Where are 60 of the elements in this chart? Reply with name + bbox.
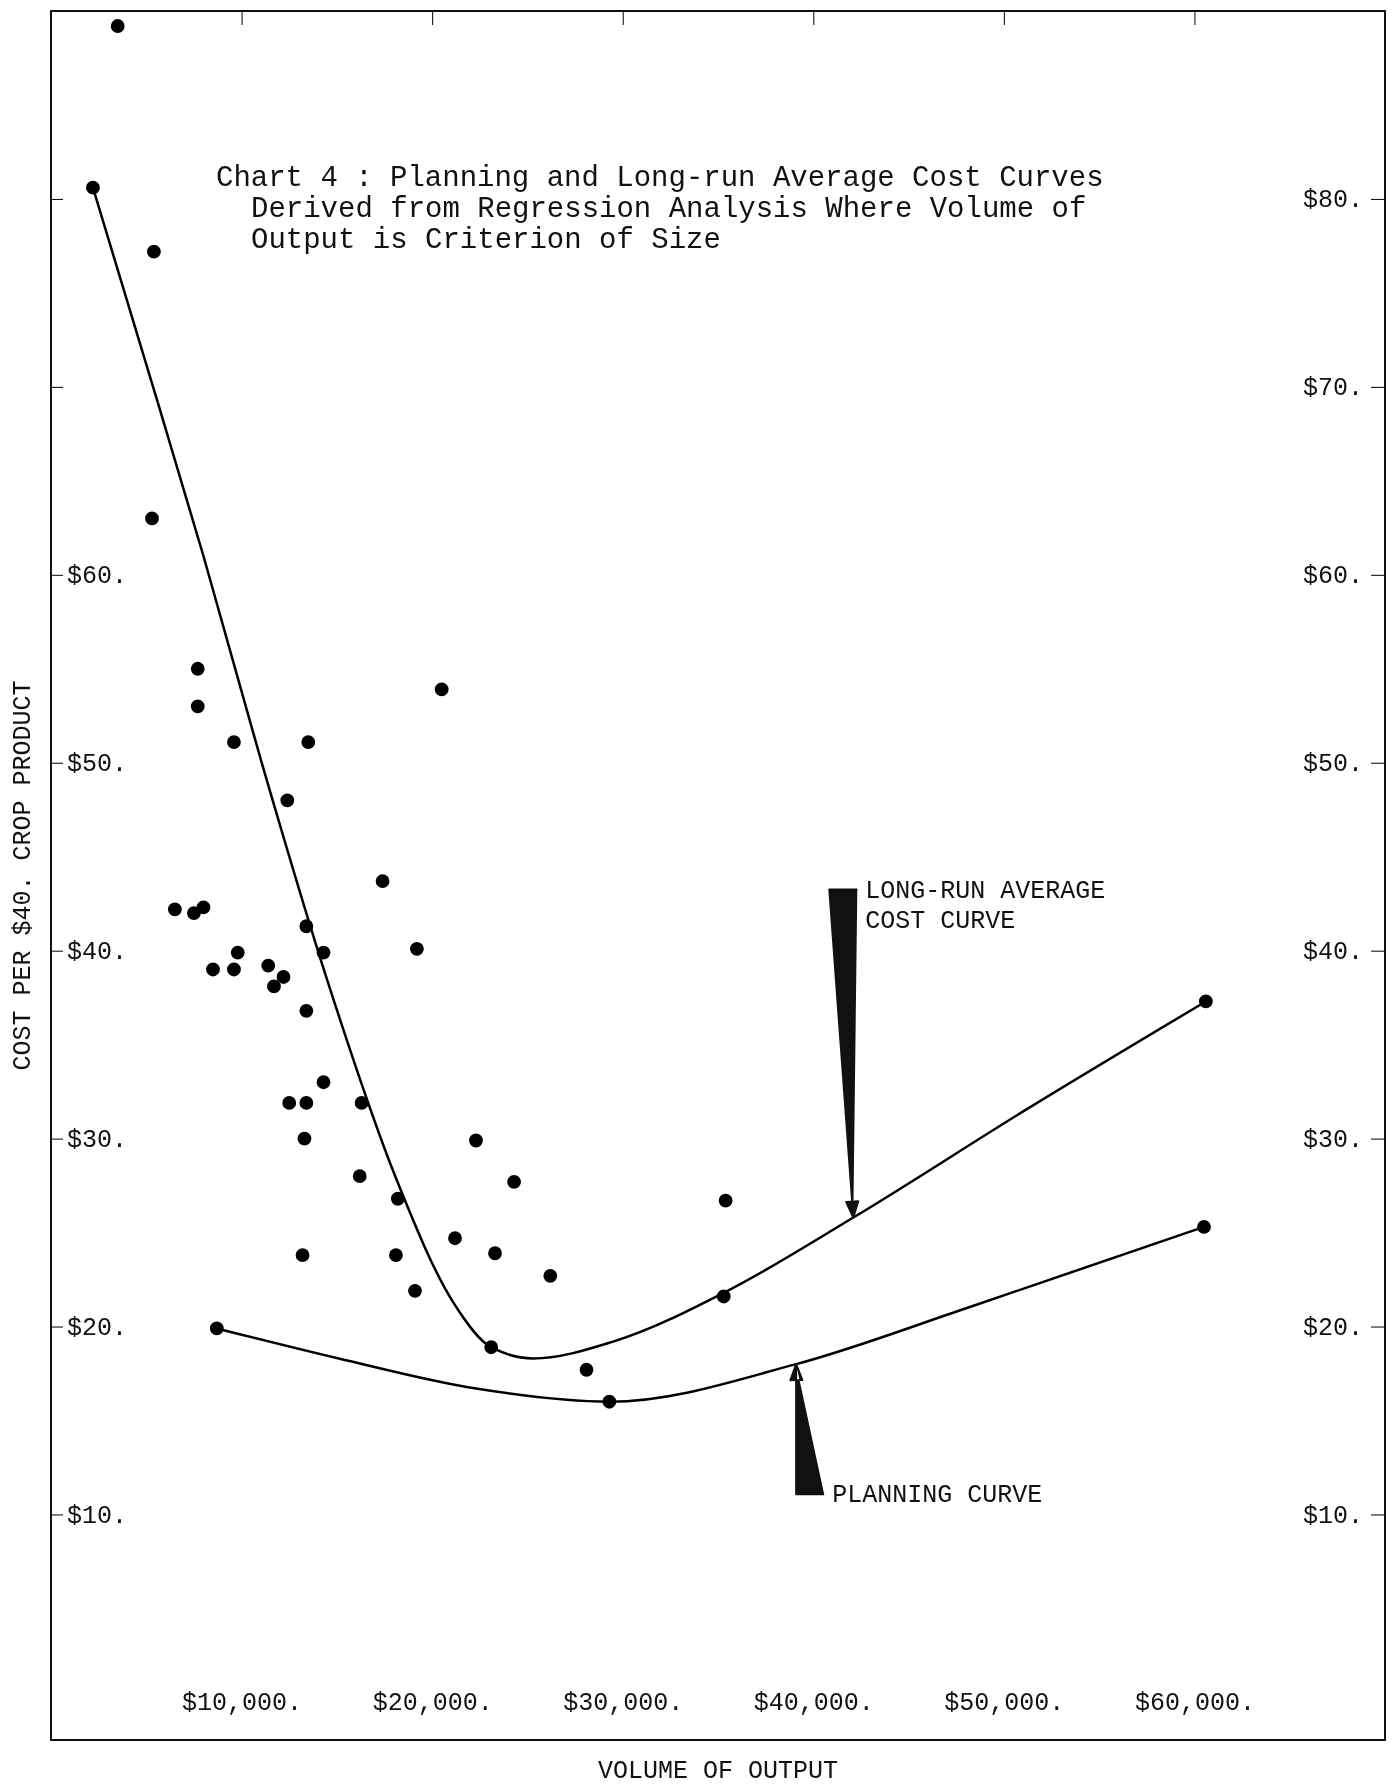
point <box>448 1231 462 1246</box>
annotation: PLANNING CURVE <box>832 1481 1043 1511</box>
y2-tick-label: $80. <box>1302 186 1363 216</box>
y2-tick-label: $50. <box>1302 750 1363 780</box>
x-tick-label: $50,000. <box>944 1689 1065 1718</box>
x-tick-label: $20,000. <box>372 1689 493 1718</box>
x-tick-label: $60,000. <box>1134 1689 1255 1718</box>
point <box>408 1283 422 1298</box>
x-tick-label: $40,000. <box>753 1689 874 1718</box>
point <box>375 874 390 889</box>
point <box>167 902 182 917</box>
point <box>295 1248 310 1263</box>
point <box>196 900 211 915</box>
point <box>543 1268 558 1283</box>
y2-tick-label: $70. <box>1302 374 1363 404</box>
point <box>206 962 220 977</box>
y2-tick-label: $30. <box>1302 1126 1363 1156</box>
point <box>301 735 316 749</box>
point <box>579 1362 594 1377</box>
point <box>145 511 159 526</box>
point <box>718 1193 733 1208</box>
point <box>297 1131 312 1146</box>
point <box>299 1096 314 1110</box>
point <box>469 1133 483 1148</box>
point <box>352 1169 367 1184</box>
point <box>282 1096 297 1110</box>
point <box>227 962 241 977</box>
annotation: LONG-RUN AVERAGE COST CURVE <box>865 876 1106 936</box>
y2-tick-label: $20. <box>1302 1314 1363 1344</box>
y-tick-label: $50. <box>67 750 128 780</box>
y2-tick-label: $10. <box>1302 1501 1363 1531</box>
x-tick-label: $10,000. <box>182 1689 303 1718</box>
point <box>190 661 205 676</box>
point <box>280 793 295 808</box>
point <box>389 1248 403 1263</box>
x-axis-title: VOLUME OF OUTPUT <box>597 1757 839 1784</box>
point <box>190 699 205 714</box>
y-axis-title: COST PER $40. CROP PRODUCT <box>9 680 38 1071</box>
point <box>299 1003 314 1018</box>
point <box>230 945 245 960</box>
point <box>110 19 125 33</box>
point <box>316 1075 331 1090</box>
y2-tick-label: $60. <box>1302 562 1363 592</box>
y-tick-label: $20. <box>67 1314 128 1344</box>
point <box>147 244 161 259</box>
y-tick-label: $40. <box>67 938 128 968</box>
y-tick-label: $60. <box>67 562 128 592</box>
text: Chart 4 : Planning and Long-run Average Cost Curves Derived from Regression Analysis Where Volume of Output is Criterion of Size <box>216 162 1104 257</box>
y2-tick-label: $40. <box>1302 938 1363 968</box>
point <box>227 735 241 749</box>
point <box>276 970 291 984</box>
point <box>434 682 449 697</box>
point <box>267 979 281 994</box>
y-tick-label: $30. <box>67 1126 128 1156</box>
point <box>409 941 424 956</box>
y-tick-label: $10. <box>67 1501 128 1531</box>
point <box>261 958 276 973</box>
point <box>488 1246 502 1261</box>
point <box>507 1174 521 1189</box>
x-tick-label: $30,000. <box>563 1689 684 1718</box>
